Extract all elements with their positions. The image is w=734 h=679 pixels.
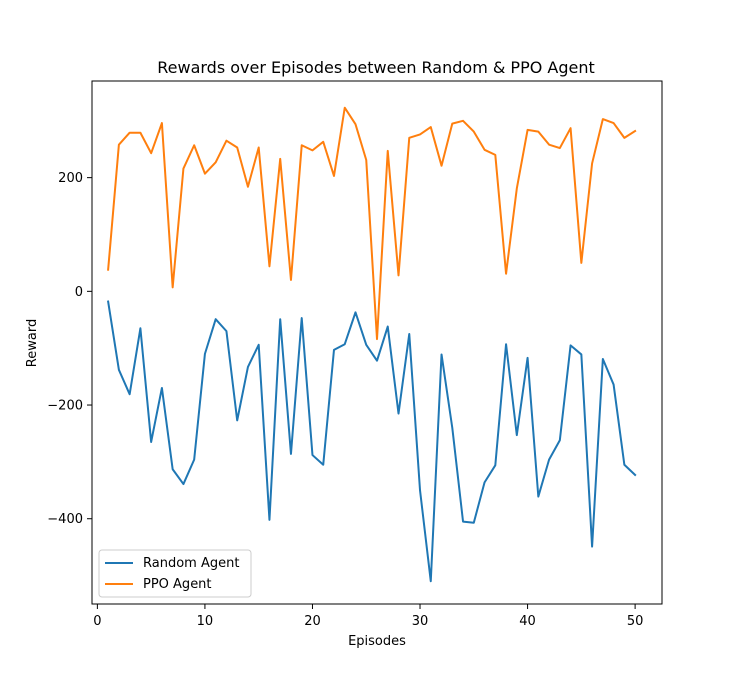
- legend-box: [98, 549, 252, 598]
- y-tick-label: 200: [58, 171, 83, 186]
- y-tick-label: −400: [47, 512, 83, 527]
- y-tick-label: 0: [75, 285, 83, 300]
- x-axis-label: Episodes: [348, 634, 406, 649]
- chart-title: Rewards over Episodes between Random & P…: [157, 58, 595, 77]
- legend: Random Agent PPO Agent: [98, 549, 252, 598]
- y-axis-label: Reward: [25, 319, 40, 367]
- x-tick-label: 40: [519, 614, 536, 629]
- plot-area: [92, 81, 662, 604]
- legend-label-ppo-agent: PPO Agent: [143, 577, 212, 592]
- x-tick-label: 30: [412, 614, 429, 629]
- series-line-random-agent: [106, 300, 637, 583]
- x-tick-label: 0: [93, 614, 101, 629]
- series-line-ppo-agent: [107, 106, 637, 341]
- plot-frame: [91, 80, 663, 605]
- series-layer: [106, 106, 637, 583]
- y-axis: −400 −200 0 200: [47, 171, 92, 527]
- x-tick-label: 10: [197, 614, 214, 629]
- legend-label-random-agent: Random Agent: [143, 556, 239, 571]
- x-tick-label: 50: [627, 614, 644, 629]
- y-tick-label: −200: [47, 399, 83, 414]
- x-tick-label: 20: [304, 614, 321, 629]
- x-axis: 0 10 20 30 40 50: [93, 604, 643, 629]
